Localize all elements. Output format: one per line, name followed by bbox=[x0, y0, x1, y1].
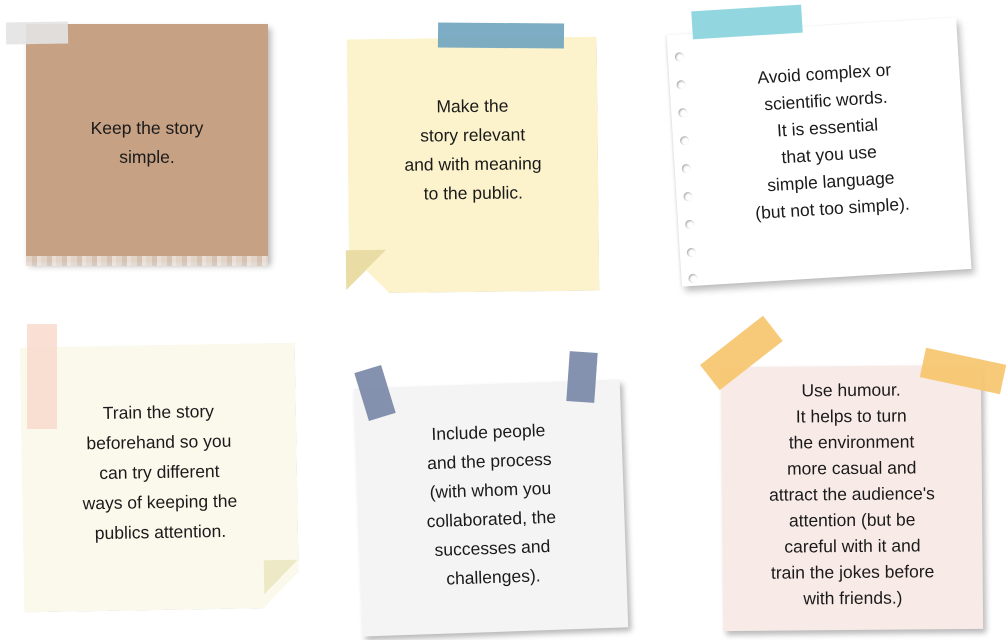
sticky-note-train-story: Train the story beforehand so you can tr… bbox=[20, 343, 300, 613]
note-line: more casual and bbox=[786, 457, 917, 479]
binder-hole bbox=[681, 163, 692, 174]
tape bbox=[5, 21, 69, 45]
binder-hole bbox=[684, 219, 695, 230]
torn-edge bbox=[26, 256, 268, 266]
binder-hole bbox=[678, 107, 688, 118]
note-line: the environment bbox=[788, 431, 915, 453]
note-text: Avoid complex or scientific words. It is… bbox=[687, 17, 972, 285]
binder-hole bbox=[679, 135, 690, 146]
note-line: challenges). bbox=[445, 565, 541, 589]
note-line: ways of keeping the bbox=[82, 490, 238, 513]
folded-corner bbox=[345, 249, 387, 291]
note-line: simple. bbox=[119, 147, 175, 167]
note-line: story relevant bbox=[420, 124, 526, 146]
note-line: and the process bbox=[426, 448, 552, 474]
note-line: beforehand so you bbox=[86, 430, 232, 453]
note-line: successes and bbox=[434, 535, 551, 560]
note-line: and with meaning bbox=[404, 153, 542, 175]
folded-corner bbox=[263, 559, 299, 595]
note-line: It helps to turn bbox=[795, 405, 907, 427]
note-line: Include people bbox=[431, 420, 546, 445]
note-line: Train the story bbox=[102, 400, 215, 423]
binder-hole bbox=[676, 80, 686, 90]
tape bbox=[27, 324, 57, 429]
note-line: publics attention. bbox=[94, 520, 227, 543]
note-line: Keep the story bbox=[90, 118, 204, 138]
binder-hole bbox=[686, 247, 697, 258]
sticky-note-include-people: Include people and the process (with who… bbox=[353, 379, 629, 637]
note-line: with friends.) bbox=[803, 587, 903, 609]
binder-hole bbox=[688, 273, 698, 284]
tape bbox=[437, 22, 565, 49]
note-line: careful with it and bbox=[784, 535, 921, 557]
tape bbox=[566, 351, 598, 403]
note-line: train the jokes before bbox=[770, 561, 935, 583]
binder-hole bbox=[674, 52, 685, 62]
note-line: to the public. bbox=[423, 182, 524, 204]
note-text: Include people and the process (with who… bbox=[354, 379, 628, 636]
note-line: Make the bbox=[436, 95, 509, 117]
sticky-note-keep-simple: Keep the story simple. bbox=[26, 24, 268, 266]
note-line: attention (but be bbox=[788, 509, 916, 531]
note-text: Train the story beforehand so you can tr… bbox=[20, 343, 300, 613]
note-text: Keep the story simple. bbox=[26, 24, 268, 262]
note-line: collaborated, the bbox=[426, 506, 557, 532]
sticky-note-use-humour: Use humour. It helps to turn the environ… bbox=[720, 364, 984, 632]
sticky-note-avoid-complex: Avoid complex or scientific words. It is… bbox=[666, 17, 972, 287]
note-line: Use humour. bbox=[801, 379, 901, 401]
note-line: can try different bbox=[99, 460, 220, 483]
note-text: Use humour. It helps to turn the environ… bbox=[721, 365, 983, 631]
note-line: (with whom you bbox=[429, 477, 552, 503]
binder-hole bbox=[683, 191, 693, 202]
note-line: attract the audience's bbox=[768, 483, 935, 505]
